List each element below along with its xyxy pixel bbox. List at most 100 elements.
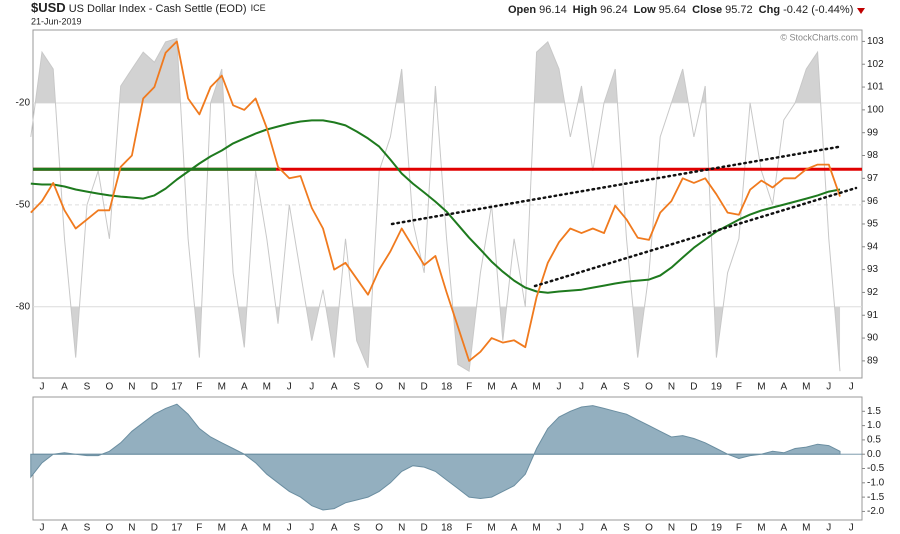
x-tick-label: M	[532, 523, 540, 534]
y-tick-label: 100	[867, 105, 884, 116]
x-tick-label: A	[331, 382, 338, 393]
quote-value: 96.14	[539, 4, 567, 16]
x-tick-label: A	[781, 523, 788, 534]
quote-label: Chg	[759, 4, 780, 16]
x-tick-label: F	[736, 382, 742, 393]
x-tick-label: S	[353, 523, 360, 534]
quote: Open 96.14 High 96.24 Low 95.64 Close 95.72 Chg -…	[508, 4, 853, 16]
watermark: © StockCharts.com	[780, 32, 858, 42]
x-tick-label: 19	[711, 382, 723, 393]
x-tick-label: 17	[171, 382, 183, 393]
quote-value: -0.42 (-0.44%)	[783, 4, 853, 16]
oscillator-line	[30, 37, 841, 373]
y-tick-label: 92	[867, 287, 879, 298]
x-tick-label: O	[106, 523, 114, 534]
x-tick-label: A	[241, 523, 248, 534]
quote-label: Open	[508, 4, 536, 16]
x-tick-label: F	[466, 523, 472, 534]
x-tick-label: S	[84, 382, 91, 393]
x-tick-label: D	[421, 382, 428, 393]
y-tick-label: -0.5	[867, 463, 885, 474]
x-tick-label: D	[690, 523, 697, 534]
y-tick-label: 94	[867, 241, 879, 252]
x-tick-label: J	[40, 382, 45, 393]
x-tick-label: A	[601, 523, 608, 534]
x-tick-label: N	[398, 523, 405, 534]
y-tick-label: 0.5	[867, 435, 881, 446]
y-tick-label: 90	[867, 333, 879, 344]
x-tick-label: N	[128, 523, 135, 534]
x-tick-label: F	[736, 523, 742, 534]
y-tick-label: 95	[867, 219, 879, 230]
marks: J J A A S S O O N N D D 17 17 F F M M A A M M J J J J A A S S O O N N D D 18…	[16, 36, 885, 534]
x-tick-label: M	[757, 382, 765, 393]
quote-value: 95.64	[659, 4, 687, 16]
x-tick-label: A	[331, 523, 338, 534]
x-tick-label: M	[263, 523, 271, 534]
x-tick-label: J	[826, 523, 831, 534]
date: 21-Jun-2019	[31, 16, 82, 26]
x-tick-label: A	[241, 382, 248, 393]
x-tick-label: O	[645, 382, 653, 393]
x-tick-label: M	[487, 382, 495, 393]
chart-header: $USD US Dollar Index - Cash Settle (EOD) I…	[31, 0, 266, 15]
instrument-name: US Dollar Index - Cash Settle (EOD)	[69, 3, 247, 15]
x-tick-label: S	[84, 523, 91, 534]
x-tick-label: O	[375, 523, 383, 534]
x-tick-label: M	[263, 382, 271, 393]
quote-label: Close	[692, 4, 722, 16]
x-tick-label: D	[151, 523, 158, 534]
x-tick-label: J	[287, 382, 292, 393]
y-tick-label: 97	[867, 173, 879, 184]
y-tick-label: 96	[867, 196, 879, 207]
y2-tick-label: -80	[16, 301, 31, 312]
x-tick-label: J	[309, 523, 314, 534]
y-tick-label: 101	[867, 82, 884, 93]
x-tick-label: J	[849, 523, 854, 534]
x-tick-label: M	[802, 382, 810, 393]
quote-value: 95.72	[725, 4, 753, 16]
x-tick-label: J	[826, 382, 831, 393]
x-tick-label: A	[511, 523, 518, 534]
x-tick-label: N	[668, 523, 675, 534]
quote-label: High	[573, 4, 598, 16]
x-tick-label: 17	[171, 523, 183, 534]
x-tick-label: F	[196, 382, 202, 393]
x-tick-label: D	[690, 382, 697, 393]
down-arrow	[857, 8, 865, 14]
x-tick-label: O	[375, 382, 383, 393]
x-tick-label: A	[781, 382, 788, 393]
x-tick-label: A	[511, 382, 518, 393]
x-tick-label: N	[128, 382, 135, 393]
x-tick-label: J	[309, 382, 314, 393]
moving-average-line	[30, 119, 841, 294]
upper-trendline	[390, 145, 840, 226]
x-tick-label: S	[353, 382, 360, 393]
x-tick-label: A	[601, 382, 608, 393]
x-tick-label: M	[218, 382, 226, 393]
y-tick-label: -1.5	[867, 492, 885, 503]
y-tick-label: 89	[867, 356, 879, 367]
x-tick-label: J	[579, 523, 584, 534]
x-tick-label: M	[532, 382, 540, 393]
quote-label: Low	[634, 4, 656, 16]
lower-trendline	[533, 186, 858, 288]
y-tick-label: -1.0	[867, 477, 885, 488]
x-tick-label: J	[579, 382, 584, 393]
quote-value: 96.24	[600, 4, 628, 16]
x-tick-label: O	[106, 382, 114, 393]
y-tick-label: 1.5	[867, 406, 881, 417]
x-tick-label: M	[802, 523, 810, 534]
y-tick-label: 1.0	[867, 420, 881, 431]
x-tick-label: 19	[711, 523, 723, 534]
x-tick-label: 18	[441, 382, 453, 393]
x-tick-label: J	[557, 382, 562, 393]
symbol: $USD	[31, 0, 66, 15]
x-tick-label: J	[557, 523, 562, 534]
x-tick-label: O	[645, 523, 653, 534]
x-tick-label: J	[40, 523, 45, 534]
x-tick-label: F	[466, 382, 472, 393]
x-tick-label: J	[849, 382, 854, 393]
x-tick-label: A	[61, 382, 68, 393]
